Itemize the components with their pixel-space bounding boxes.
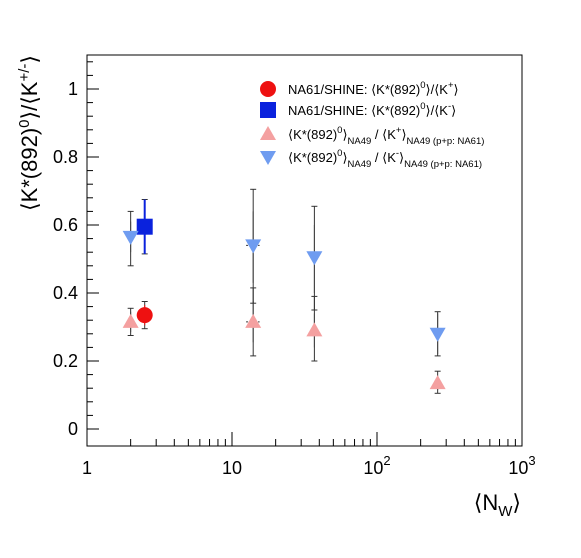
legend-entry: ⟨K*(892)0⟩NA49 / ⟨K+⟩NA49 (p+p: NA61)	[288, 125, 484, 147]
error-bars	[127, 188, 441, 394]
legend-entry: NA61/SHINE: ⟨K*(892)0⟩/⟨K+⟩	[288, 80, 459, 97]
x-tick-label: 1	[82, 458, 92, 478]
legend: NA61/SHINE: ⟨K*(892)0⟩/⟨K+⟩ NA61/SHINE: ⟨…	[260, 80, 484, 170]
legend-entry: NA61/SHINE: ⟨K*(892)0⟩/⟨K-⟩	[288, 101, 456, 118]
plot-frame	[86, 54, 523, 447]
y-axis-title: ⟨K*(892)0⟩/⟨K+/-⟩	[16, 55, 42, 211]
legend-entry: ⟨K*(892)0⟩NA49 / ⟨K-⟩NA49 (p+p: NA61)	[288, 148, 482, 170]
legend-marker-triangle-down	[260, 151, 276, 165]
y-tick-label: 0.2	[53, 351, 78, 371]
data-point-triangle-down	[429, 327, 446, 342]
y-tick-label: 0.6	[53, 215, 78, 235]
data-point-triangle-up	[245, 313, 262, 328]
data-point-triangle-up	[429, 375, 446, 390]
y-tick-label: 1	[68, 79, 78, 99]
data-markers	[122, 218, 446, 390]
data-point-triangle-down	[306, 251, 323, 266]
data-point-circle	[136, 307, 153, 324]
x-tick-label: 103	[508, 453, 535, 478]
axes: 1 10 102 103 0 0.2 0.4 0.6 0.8 1	[53, 61, 536, 478]
y-tick-label: 0.4	[53, 283, 78, 303]
legend-marker-square	[260, 102, 276, 118]
y-tick-label: 0	[68, 419, 78, 439]
legend-marker-triangle-up	[260, 126, 276, 140]
data-point-triangle-down	[122, 230, 139, 245]
y-tick-label: 0.8	[53, 147, 78, 167]
data-point-triangle-down	[245, 239, 262, 254]
x-tick-label: 10	[222, 458, 242, 478]
x-tick-label: 102	[363, 453, 390, 478]
data-point-triangle-up	[306, 322, 323, 337]
data-point-square	[136, 218, 153, 235]
x-axis-title: ⟨NW⟩	[474, 490, 521, 520]
legend-marker-circle	[260, 81, 276, 97]
data-point-triangle-up	[122, 313, 139, 328]
